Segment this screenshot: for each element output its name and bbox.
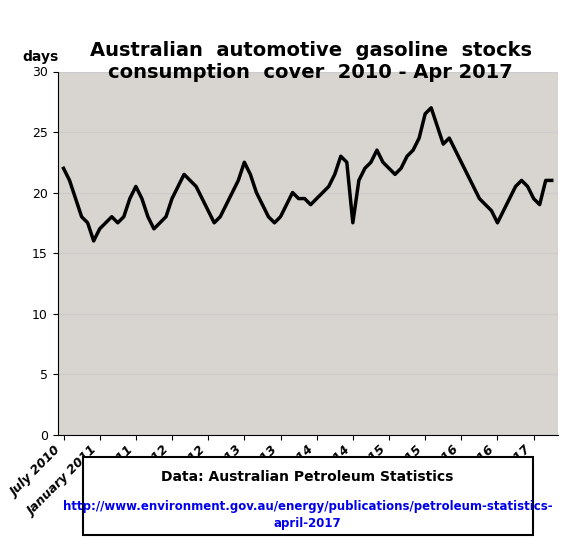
FancyBboxPatch shape xyxy=(83,457,532,535)
Text: http://www.environment.gov.au/energy/publications/petroleum-statistics-: http://www.environment.gov.au/energy/pub… xyxy=(63,499,553,513)
Text: april-2017: april-2017 xyxy=(274,517,342,530)
Text: days: days xyxy=(22,50,59,64)
Text: Australian  automotive  gasoline  stocks
consumption  cover  2010 - Apr 2017: Australian automotive gasoline stocks co… xyxy=(90,41,531,82)
Text: Data: Australian Petroleum Statistics: Data: Australian Petroleum Statistics xyxy=(162,470,454,484)
